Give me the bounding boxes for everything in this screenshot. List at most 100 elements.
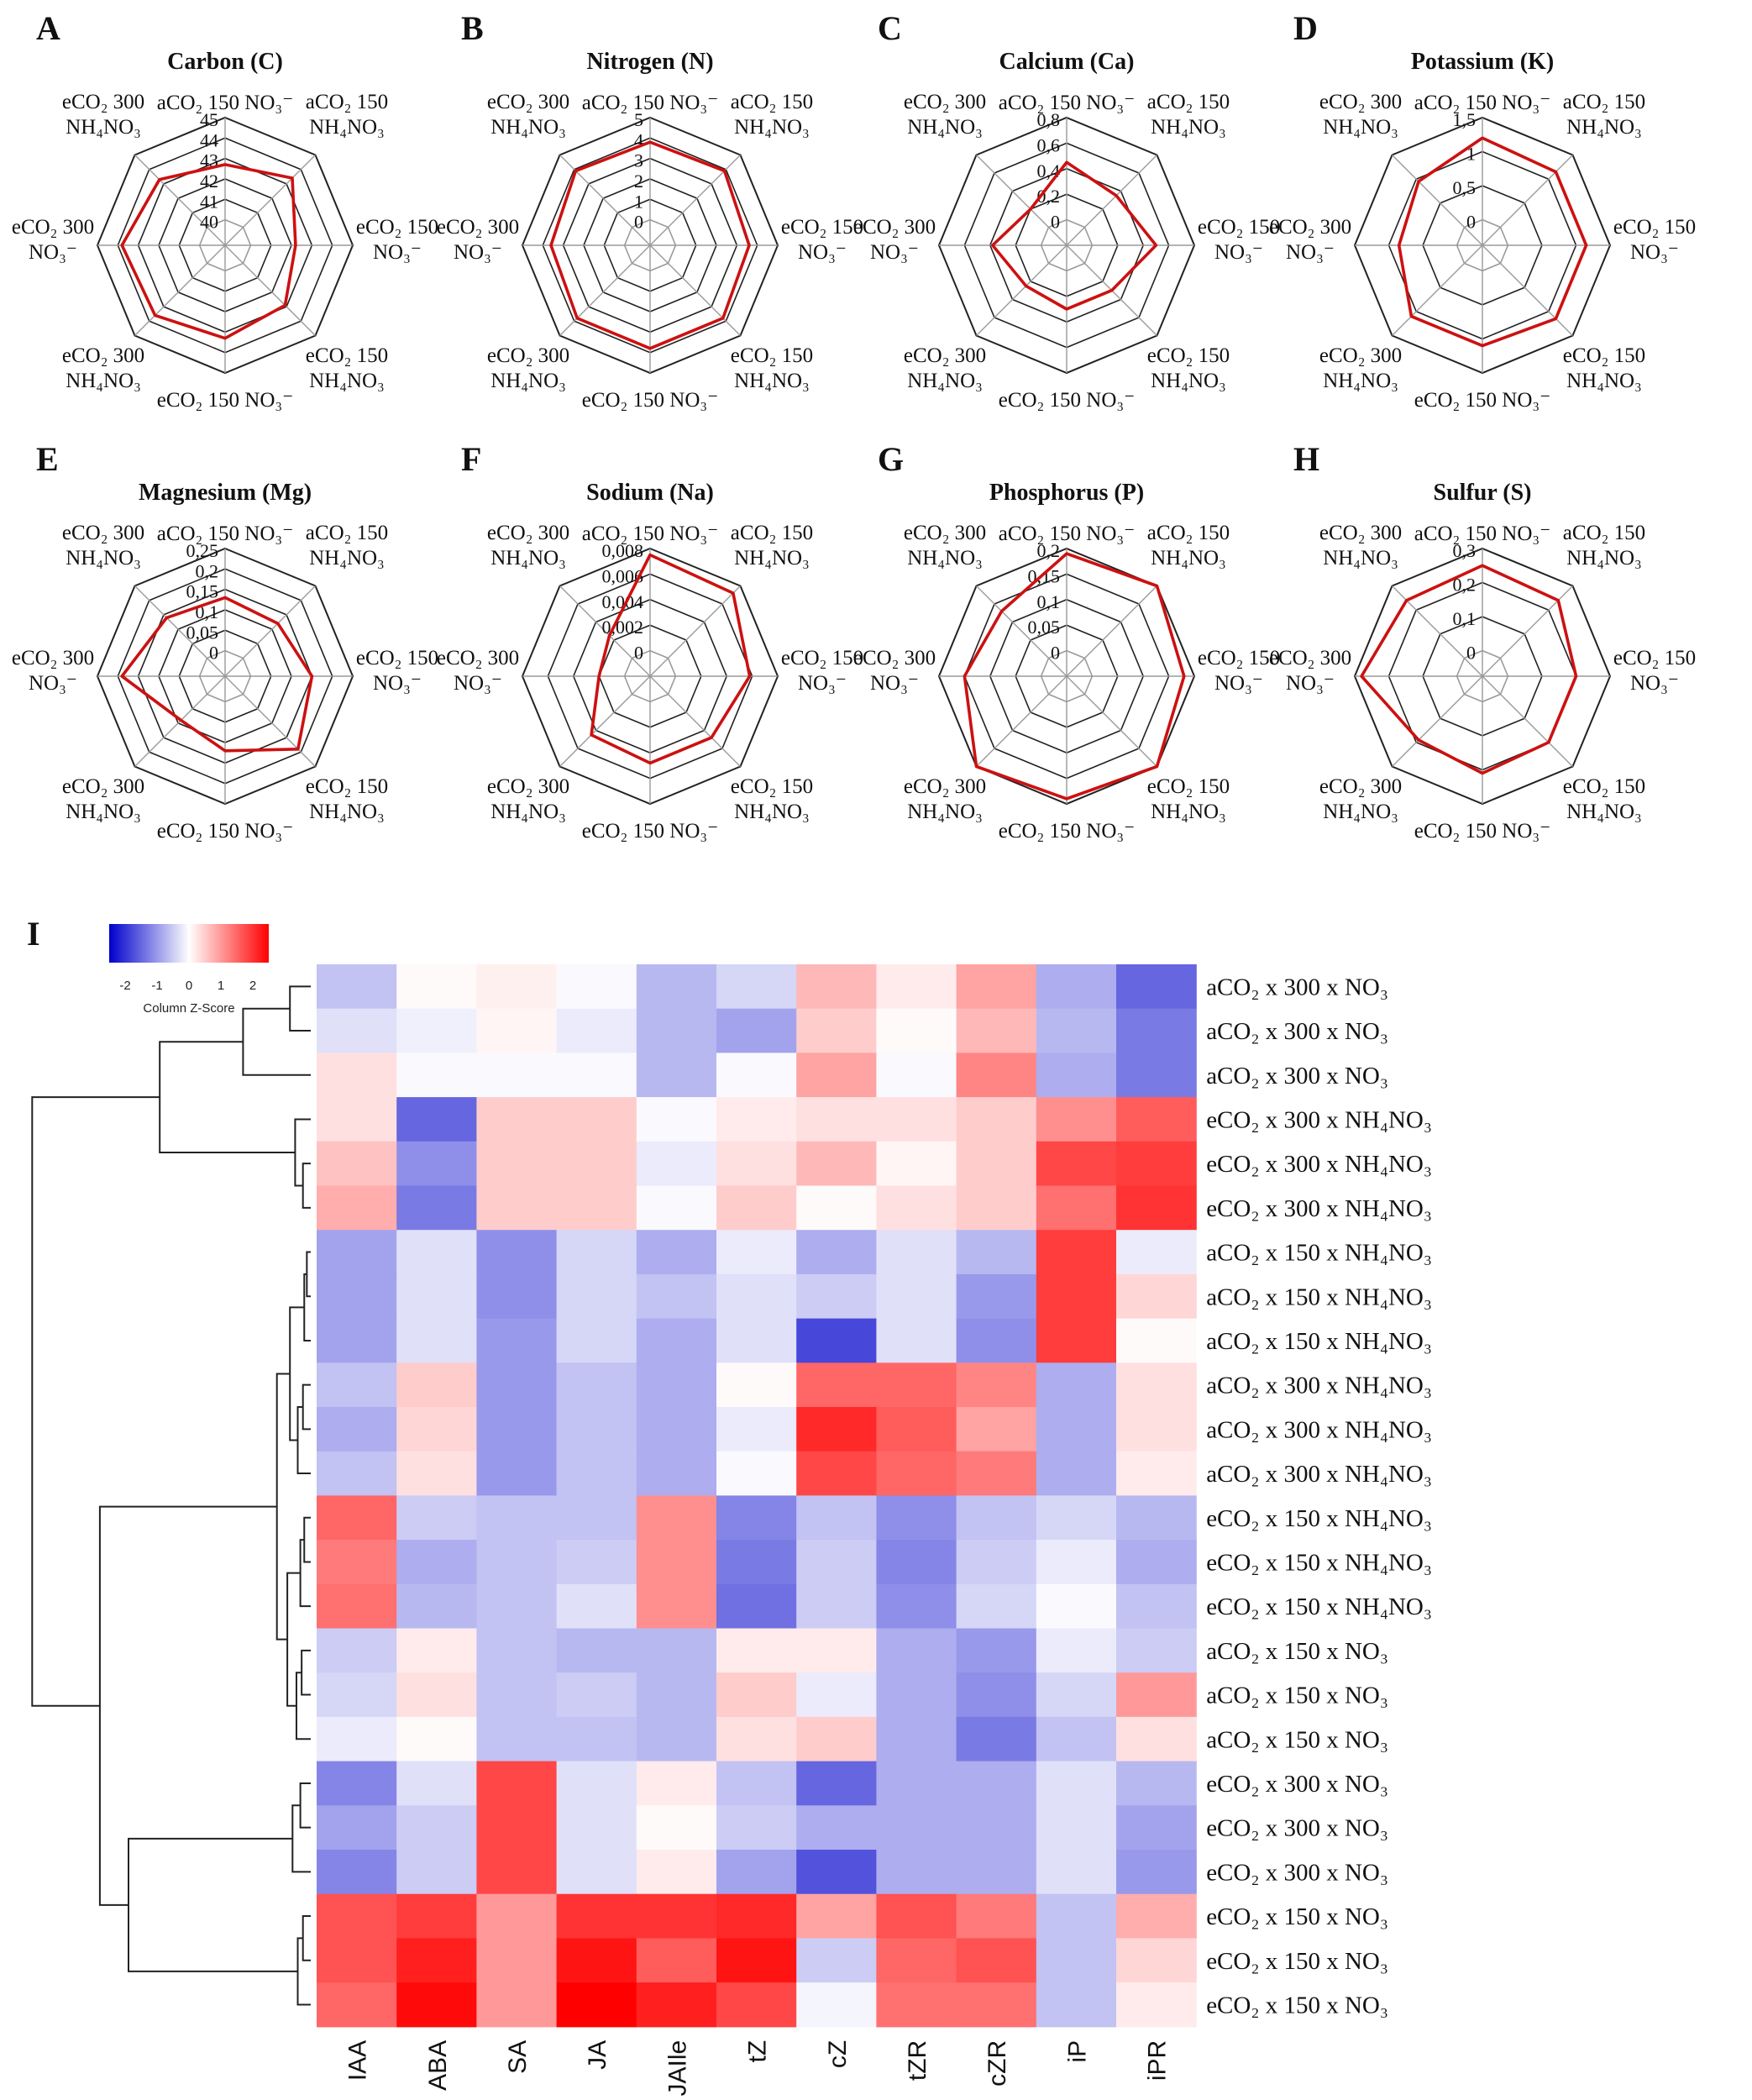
heatmap-cell (636, 1716, 717, 1762)
radar-axis-label: eCO₂ 150 NO₃⁻ (1613, 216, 1696, 264)
heatmap-cell (876, 1982, 957, 2028)
radar-spoke (1392, 155, 1483, 246)
heatmap-cell (876, 1672, 957, 1718)
radar-axis-label: eCO₂ 150 NO₃⁻ (356, 216, 438, 264)
heatmap-cell (876, 1318, 957, 1363)
heatmap-cell (876, 1407, 957, 1452)
radar-spoke (649, 244, 741, 336)
heatmap-row-label: eCO₂ x 300 x NO₃ (1206, 1771, 1388, 1798)
heatmap-cell (636, 964, 717, 1010)
radar-axis-label: eCO₂ 150 NH₄NO₃ (306, 344, 388, 392)
heatmap-cell (876, 1451, 957, 1496)
panel-letter-d: D (1293, 9, 1318, 47)
heatmap-cell (636, 1141, 717, 1187)
radar-spoke (1066, 585, 1157, 677)
heatmap-cell (476, 1273, 558, 1320)
radar-axis-label: aCO₂ 150 NO₃⁻ (999, 522, 1136, 545)
heatmap-row-label: aCO₂ x 300 x NO₃ (1206, 974, 1388, 1000)
heatmap-cell (796, 1185, 877, 1231)
radar-title: Sulfur (S) (1434, 480, 1532, 506)
heatmap-cell (396, 1185, 477, 1231)
heatmap-row-label: eCO₂ x 150 x NO₃ (1206, 1948, 1388, 1975)
radar-title: Calcium (Ca) (999, 49, 1135, 75)
heatmap-cell (476, 1805, 558, 1851)
heatmap-cell (796, 1407, 877, 1452)
heatmap-cell (396, 1407, 477, 1452)
radar-spoke (224, 155, 316, 246)
panel-letter-b: B (461, 9, 484, 47)
radar-axis-label: eCO₂ 300 NH₄NO₃ (904, 91, 986, 139)
dendrogram-branch (303, 1516, 311, 1563)
heatmap-cell (716, 1850, 797, 1895)
heatmap-cell (476, 1628, 558, 1673)
heatmap-cell (317, 1362, 397, 1408)
heatmap-cell (956, 1451, 1037, 1496)
radar-axis-label: eCO₂ 150 NH₄NO₃ (731, 344, 813, 392)
heatmap-cell (1116, 1053, 1197, 1098)
radar-axis-label: eCO₂ 150 NO₃⁻ (356, 647, 438, 695)
radar-spoke (976, 155, 1067, 246)
heatmap-cell (317, 1495, 397, 1541)
heatmap-cell (796, 1716, 877, 1762)
radar-tick-label: 40 (200, 212, 218, 233)
heatmap-row-label: aCO₂ x 300 x NH₄NO₃ (1206, 1373, 1432, 1399)
radar-title: Magnesium (Mg) (139, 480, 312, 506)
heatmap-cell (636, 1407, 717, 1452)
dendrogram-branch (301, 1649, 311, 1696)
heatmap-cell (956, 1230, 1037, 1275)
heatmap-cell (1036, 1407, 1117, 1452)
heatmap-cell (396, 1716, 477, 1762)
heatmap-cell (716, 1097, 797, 1142)
heatmap-cell (796, 1097, 877, 1142)
radar-axis-label: aCO₂ 150 NH₄NO₃ (1147, 91, 1230, 139)
radar-axis-label: aCO₂ 150 NH₄NO₃ (1147, 522, 1230, 570)
radar-axis-label: eCO₂ 300 NH₄NO₃ (904, 522, 986, 570)
radar-spoke (1392, 244, 1483, 336)
heatmap-cell (796, 1451, 877, 1496)
heatmap-cell (1036, 1008, 1117, 1053)
heatmap-cell (796, 1540, 877, 1585)
radar-tick-label: 0,3 (1453, 540, 1477, 561)
heatmap-cell (716, 1407, 797, 1452)
heatmap-cell (956, 1672, 1037, 1718)
heatmap-cell (476, 1583, 558, 1630)
radar-spoke (224, 244, 316, 336)
heatmap-cell (476, 1318, 558, 1363)
radar-axis-label: eCO₂ 150 NO₃⁻ (999, 389, 1136, 412)
radar-tick-label: 0,15 (186, 581, 219, 602)
heatmap-cell (1116, 1540, 1197, 1585)
heatmap-column-label: iP (1063, 2040, 1091, 2063)
heatmap-column-label: tZ (744, 2040, 772, 2063)
heatmap-cell (556, 1761, 637, 1806)
dendrogram-branch (299, 1539, 311, 1608)
panel-letter-h: H (1293, 440, 1319, 478)
radar-axis-label: eCO₂ 300 NH₄NO₃ (904, 775, 986, 823)
heatmap-cell (796, 1893, 877, 1939)
radar-spoke (976, 585, 1067, 677)
radar-axis-label: aCO₂ 150 NH₄NO₃ (1563, 91, 1645, 139)
radar-axis-label: eCO₂ 300 NO₃⁻ (1269, 647, 1351, 695)
heatmap-cell (1116, 1850, 1197, 1895)
color-key-label: Column Z-Score (143, 1001, 234, 1016)
heatmap-cell (1116, 1761, 1197, 1806)
heatmap-cell (396, 1273, 477, 1320)
heatmap-cell (1116, 1141, 1197, 1187)
heatmap-cell (396, 1230, 477, 1275)
heatmap-cell (476, 1672, 558, 1718)
heatmap-cell (796, 1141, 877, 1187)
heatmap-cell (1036, 1495, 1117, 1541)
heatmap-cell (1036, 1583, 1117, 1630)
panel-letter-e: E (36, 440, 59, 478)
radar-axis-label: aCO₂ 150 NH₄NO₃ (731, 91, 813, 139)
dendrogram-branch (296, 1937, 311, 2006)
heatmap-cell (556, 1407, 637, 1452)
heatmap-cell (317, 1097, 397, 1142)
dendrogram-branch (302, 1383, 311, 1431)
radar-tick-label: 0,05 (186, 622, 219, 643)
heatmap-cell (317, 1982, 397, 2028)
heatmap-cell (636, 1362, 717, 1408)
radar-axis-label: eCO₂ 300 NH₄NO₃ (62, 344, 144, 392)
heatmap-cell (796, 1672, 877, 1718)
